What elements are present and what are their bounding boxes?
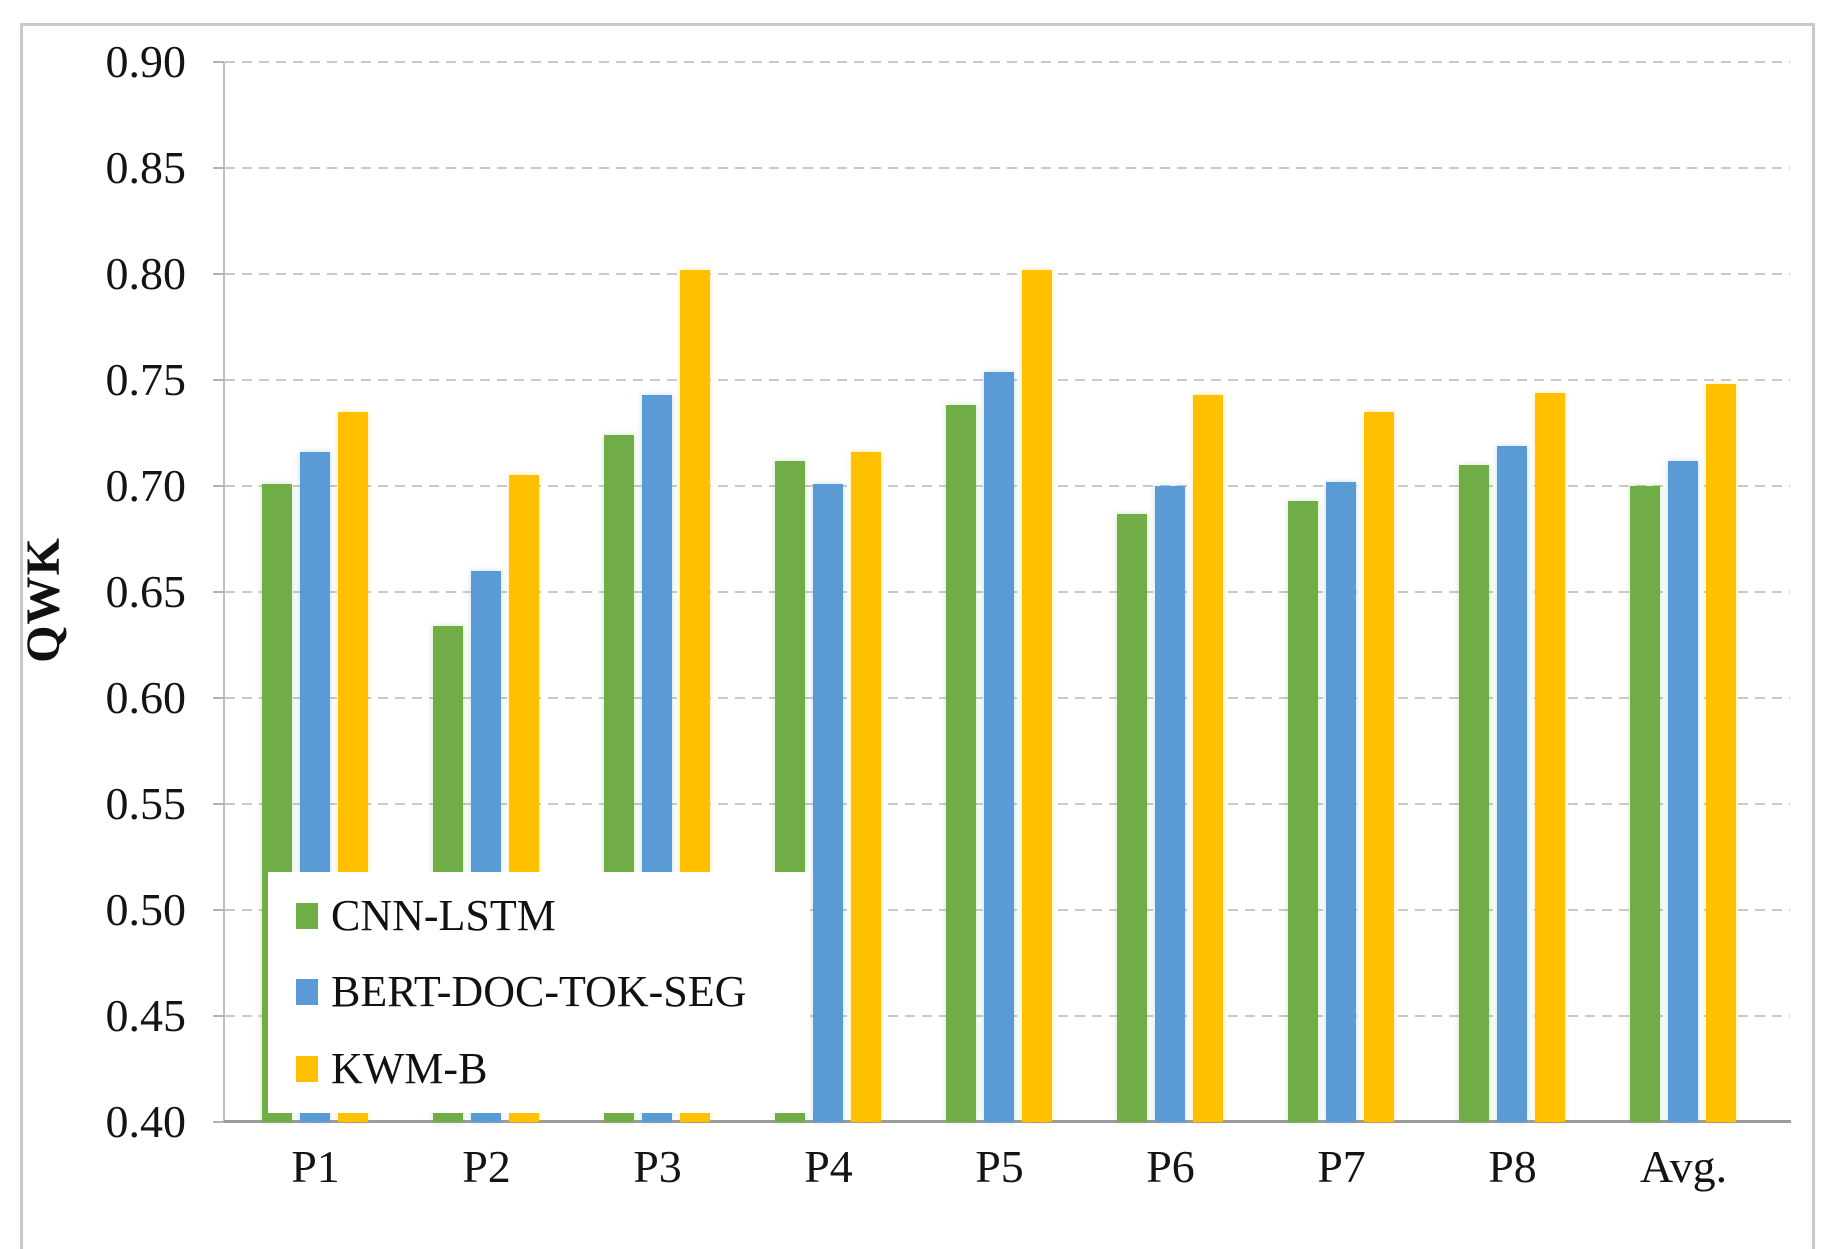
legend-swatch-bert-doc-tok-seg <box>296 979 318 1006</box>
y-tick-0.55 <box>213 803 224 805</box>
x-tick-label-P2: P2 <box>462 1141 511 1192</box>
bar-P6-KWM-B <box>1193 394 1223 1122</box>
bar-P7-BERT-DOC-TOK-SEG <box>1326 481 1356 1122</box>
bar-P5-BERT-DOC-TOK-SEG <box>984 371 1014 1122</box>
y-tick-label: 0.60 <box>105 672 187 723</box>
legend: CNN-LSTM BERT-DOC-TOK-SEG KWM-B <box>268 872 810 1113</box>
bar-P8-BERT-DOC-TOK-SEG <box>1497 445 1527 1122</box>
legend-entry: CNN-LSTM <box>296 892 810 940</box>
y-tick-label: 0.70 <box>105 460 187 511</box>
x-tick-label-P7: P7 <box>1317 1141 1366 1192</box>
y-tick-0.90 <box>213 61 224 63</box>
bar-P5-KWM-B <box>1022 269 1052 1122</box>
x-tick-label-Avg.: Avg. <box>1639 1141 1728 1192</box>
gridline-0.80 <box>225 273 1790 275</box>
x-tick-label-P8: P8 <box>1488 1141 1537 1192</box>
y-tick-0.80 <box>213 273 224 275</box>
x-tick-label-P5: P5 <box>975 1141 1024 1192</box>
y-tick-0.60 <box>213 697 224 699</box>
legend-label: KWM-B <box>331 1043 488 1093</box>
y-tick-0.75 <box>213 379 224 381</box>
bar-Avg.-BERT-DOC-TOK-SEG <box>1668 460 1698 1122</box>
legend-label: BERT-DOC-TOK-SEG <box>331 967 747 1017</box>
y-tick-label: 0.65 <box>105 566 187 617</box>
bar-P4-KWM-B <box>851 452 881 1122</box>
y-tick-label: 0.85 <box>105 142 187 193</box>
bar-Avg.-KWM-B <box>1706 384 1736 1122</box>
y-tick-0.50 <box>213 909 224 911</box>
gridline-0.90 <box>225 61 1790 63</box>
y-tick-label: 0.40 <box>105 1096 187 1147</box>
x-tick-label-P1: P1 <box>291 1141 340 1192</box>
x-tick-label-P6: P6 <box>1146 1141 1195 1192</box>
chart-frame <box>20 23 1815 1249</box>
x-tick-label-P4: P4 <box>804 1141 853 1192</box>
y-tick-0.65 <box>213 591 224 593</box>
legend-swatch-cnn-lstm <box>296 903 318 930</box>
gridline-0.85 <box>225 167 1790 169</box>
y-tick-0.45 <box>213 1015 224 1017</box>
y-tick-label: 0.50 <box>105 884 187 935</box>
legend-label: CNN-LSTM <box>331 891 556 941</box>
legend-entry: BERT-DOC-TOK-SEG <box>296 968 810 1016</box>
bar-P6-CNN-LSTM <box>1117 513 1147 1122</box>
y-tick-label: 0.80 <box>105 248 187 299</box>
bar-P4-BERT-DOC-TOK-SEG <box>813 483 843 1122</box>
y-tick-label: 0.45 <box>105 990 187 1041</box>
bar-P6-BERT-DOC-TOK-SEG <box>1155 486 1185 1122</box>
bar-P7-KWM-B <box>1364 411 1394 1122</box>
y-tick-label: 0.75 <box>105 354 187 405</box>
bar-P8-CNN-LSTM <box>1459 464 1489 1122</box>
y-tick-label: 0.90 <box>105 36 187 87</box>
x-tick-label-P3: P3 <box>633 1141 682 1192</box>
legend-entry: KWM-B <box>296 1043 810 1093</box>
bar-P5-CNN-LSTM <box>946 405 976 1122</box>
y-tick-0.85 <box>213 167 224 169</box>
y-axis-line <box>223 62 225 1122</box>
y-tick-0.40 <box>213 1121 224 1123</box>
y-tick-label: 0.55 <box>105 778 187 829</box>
bar-P7-CNN-LSTM <box>1288 500 1318 1122</box>
bar-P8-KWM-B <box>1535 392 1565 1122</box>
legend-swatch-kwm-b <box>296 1055 318 1082</box>
bar-Avg.-CNN-LSTM <box>1630 486 1660 1122</box>
y-tick-0.70 <box>213 485 224 487</box>
